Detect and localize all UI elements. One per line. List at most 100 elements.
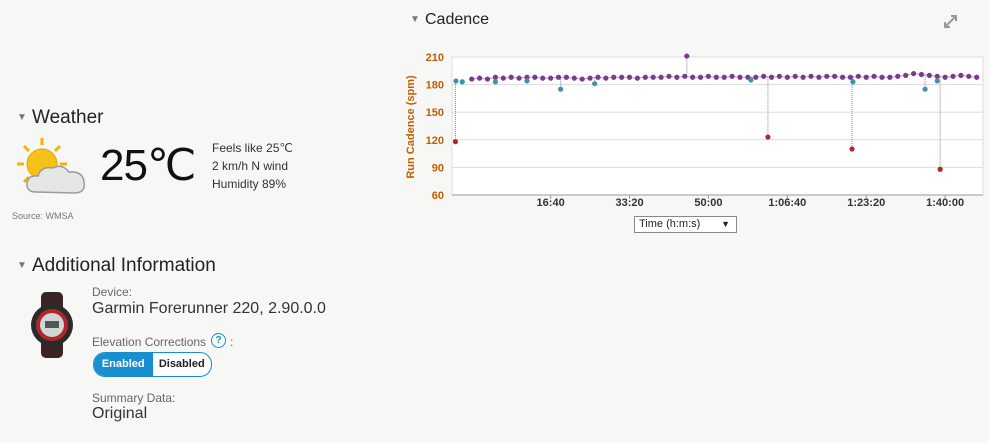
cadence-point — [684, 53, 690, 59]
cadence-point — [713, 74, 719, 80]
colon: : — [230, 335, 234, 349]
summary: Original — [92, 405, 148, 422]
cadence-point — [508, 74, 514, 80]
cadence-point — [484, 76, 491, 82]
cadence-point — [540, 75, 546, 81]
wind: 2 km/h N wind — [212, 159, 289, 173]
cadence-point — [800, 74, 806, 80]
cadence-point — [555, 74, 562, 80]
x-tick-label: 33:20 — [615, 197, 643, 209]
y-tick-label: 60 — [432, 190, 444, 202]
cadence-point — [942, 74, 948, 80]
cadence-point — [808, 73, 814, 79]
cadence-point — [922, 86, 928, 92]
cadence-point — [492, 79, 498, 85]
cadence-point — [650, 74, 656, 80]
cadence-point — [634, 75, 641, 81]
x-tick-label: 1:23:20 — [847, 197, 885, 209]
cadence-point — [452, 139, 459, 145]
cadence-point — [571, 75, 577, 81]
cadence-point — [926, 72, 932, 78]
cadence-point — [579, 76, 585, 82]
cadence-point — [748, 77, 754, 83]
cadence-point — [477, 75, 483, 81]
x-tick-label: 16:40 — [537, 197, 565, 209]
cadence-point — [895, 73, 901, 79]
cadence-point — [666, 73, 672, 79]
cadence-point — [871, 73, 877, 79]
cadence-point — [690, 74, 696, 80]
cadence-point — [966, 73, 972, 79]
y-tick-label: 120 — [426, 135, 444, 147]
help-icon[interactable]: ? — [211, 333, 226, 348]
cadence-point — [816, 74, 822, 80]
expand-icon[interactable] — [944, 15, 957, 28]
x-tick-label: 50:00 — [694, 197, 722, 209]
cadence-point — [839, 74, 846, 80]
cadence-point — [595, 74, 601, 80]
cadence-point — [611, 74, 617, 80]
y-tick-label: 90 — [432, 162, 444, 174]
cadence-point — [721, 74, 727, 80]
watch-icon — [31, 292, 73, 358]
cadence-point — [879, 74, 885, 80]
cadence-point — [974, 74, 980, 80]
cadence-point — [729, 73, 735, 79]
cadence-point — [558, 86, 564, 92]
cadence-point — [824, 73, 830, 79]
cadence-point — [697, 74, 704, 80]
cadence-point — [768, 74, 775, 80]
cadence-point — [850, 79, 856, 85]
cadence-point — [784, 74, 790, 80]
section-title: Additional Information — [32, 255, 216, 276]
cadence-point — [737, 74, 743, 80]
cadence-point — [776, 73, 783, 79]
cadence-point — [792, 73, 798, 79]
dropdown-arrow: ▼ — [721, 219, 730, 229]
source: Source: WMSA — [12, 211, 74, 221]
toggle: Enabled Disabled — [93, 352, 212, 377]
elevation-label: Elevation Corrections — [92, 335, 207, 349]
cadence-point — [847, 74, 854, 80]
cadence-point — [937, 166, 943, 172]
x-tick-label: 1:06:40 — [768, 197, 806, 209]
collapse-icon[interactable]: ▼ — [17, 260, 27, 271]
collapse-icon[interactable]: ▼ — [17, 112, 27, 123]
feels-like: Feels like 25℃ — [212, 141, 293, 155]
cadence-point — [934, 73, 940, 79]
cadence-point — [887, 74, 893, 80]
cadence-point — [587, 75, 593, 81]
cadence-point — [459, 79, 465, 85]
humidity: Humidity 89% — [212, 177, 287, 191]
cadence-point — [918, 71, 925, 78]
cadence-point — [765, 134, 771, 140]
cadence-point — [592, 81, 598, 87]
cadence-point — [910, 70, 917, 77]
summary-label: Summary Data: — [92, 391, 176, 405]
cadence-point — [674, 74, 680, 80]
y-axis-label: Run Cadence (spm) — [405, 75, 417, 179]
cadence-point — [500, 75, 506, 81]
cadence-point — [682, 73, 688, 79]
cadence-point — [761, 73, 767, 79]
cadence-point — [855, 73, 861, 79]
cadence-point — [524, 74, 530, 80]
cadence-point — [934, 78, 940, 84]
temperature: 25℃ — [100, 141, 196, 190]
plot-area — [451, 56, 984, 196]
cadence-point — [524, 78, 530, 84]
y-tick-label: 150 — [426, 107, 444, 119]
cadence-point — [958, 72, 964, 78]
collapse-icon[interactable]: ▼ — [410, 14, 420, 25]
x-axis-select[interactable]: Time (h:m:s) ▼ — [634, 216, 737, 233]
toggle-disabled[interactable]: Disabled — [158, 358, 205, 370]
cadence-point — [563, 74, 570, 80]
toggle-enabled[interactable]: Enabled — [94, 353, 153, 376]
cadence-point — [950, 73, 956, 79]
y-tick-label: 210 — [426, 52, 444, 64]
cadence-point — [516, 75, 522, 81]
cadence-point — [753, 74, 759, 80]
cadence-point — [658, 74, 664, 80]
x-axis-label: Time (h:m:s) — [639, 218, 701, 230]
cadence-point — [532, 74, 538, 80]
